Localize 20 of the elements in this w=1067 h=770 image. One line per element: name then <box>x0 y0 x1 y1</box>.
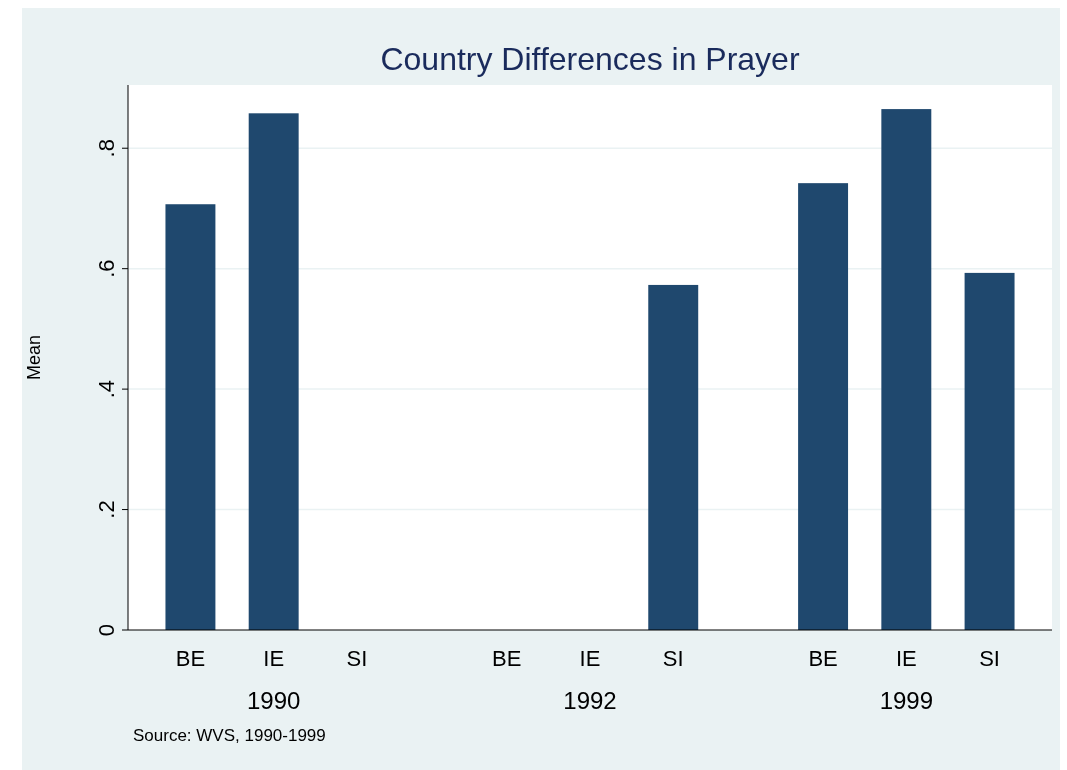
x-tick-label: IE <box>895 646 917 671</box>
x-tick-label: SI <box>979 646 1000 671</box>
x-tick-label: SI <box>346 646 368 671</box>
y-tick-label: .6 <box>94 259 119 278</box>
y-tick-label: .8 <box>94 139 119 158</box>
y-tick-label: 0 <box>94 623 119 637</box>
text: 1992 <box>563 687 617 714</box>
y-axis-title: Mean <box>24 334 44 381</box>
text: 1999 <box>879 687 934 714</box>
x-tick-label: BE <box>492 646 522 671</box>
x-tick-label: IE <box>263 646 285 671</box>
x-tick-label: BE <box>808 646 838 671</box>
chart-title: Country Differences in Prayer <box>380 41 800 77</box>
y-tick-label: .2 <box>94 500 119 519</box>
source-note: Source: WVS, 1990-1999 <box>133 726 326 745</box>
text: 1990 <box>246 687 301 714</box>
y-tick-label: .4 <box>94 379 119 399</box>
x-tick-label: BE <box>175 646 206 671</box>
x-tick-label: IE <box>579 646 601 671</box>
x-tick-label: SI <box>662 646 684 671</box>
